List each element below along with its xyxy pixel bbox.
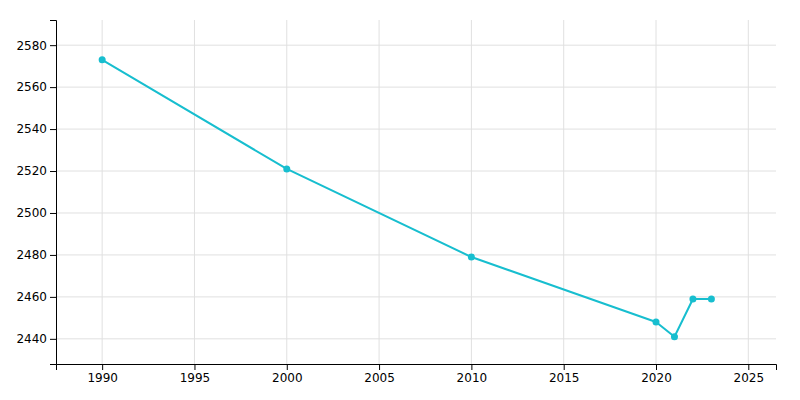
marker [708,295,715,302]
tick-label: 2520 [16,164,47,178]
plot: 1990 1995 2000 2005 2010 2015 2020 2025 2440 2460… [16,20,776,385]
tick: 2500 [16,206,56,220]
tick: 2000 [272,364,303,385]
y-axis: 2440 2460 2480 2500 2520 2540 2560 2580 [16,21,56,365]
x-axis: 1990 1995 2000 2005 2010 2015 2020 2025 [57,364,777,385]
grid-line-x [563,20,564,364]
tick-mark [748,364,749,370]
tick-mark [50,213,56,214]
marker [283,165,290,172]
grid-line-y [56,45,776,46]
grid-line-y [56,87,776,88]
tick-mark [471,364,472,370]
tick: 1990 [87,364,118,385]
tick: 2520 [16,164,56,178]
tick-mark [102,364,103,370]
tick-label: 1995 [180,371,211,385]
marks [99,56,715,340]
tick: 2460 [16,290,56,304]
tick-label: 2560 [16,80,47,94]
marker [689,295,696,302]
tick-mark [50,255,56,256]
tick: 2005 [364,364,395,385]
tick-label: 2000 [272,371,303,385]
tick: 2025 [734,364,765,385]
grid-line-x [656,20,657,364]
grid-line-y [56,212,776,213]
grid-line-y [56,338,776,339]
tick-label: 2500 [16,206,47,220]
tick-mark [50,45,56,46]
tick-label: 2440 [16,332,47,346]
tick-label: 2015 [549,371,580,385]
marker [468,254,475,261]
axis-line [57,365,777,371]
tick-mark [656,364,657,370]
tick: 2020 [641,364,672,385]
grid-line-x [379,20,380,364]
grid-line-x [286,20,287,364]
tick-label: 2005 [364,371,395,385]
tick-label: 2480 [16,248,47,262]
marker [653,319,660,326]
tick: 2015 [549,364,580,385]
marker [671,333,678,340]
tick-label: 2010 [457,371,488,385]
tick-label: 2460 [16,290,47,304]
tick-mark [564,364,565,370]
grid-line-y [56,254,776,255]
grid-line-x [102,20,103,364]
grid-line-x [748,20,749,364]
tick-mark [379,364,380,370]
tick-mark [194,364,195,370]
grid-line-y [56,296,776,297]
tick-mark [50,171,56,172]
tick: 2480 [16,248,56,262]
tick: 2580 [16,39,56,53]
tick-label: 1990 [87,371,118,385]
tick-label: 2580 [16,39,47,53]
tick-label: 2025 [734,371,765,385]
grid-line-x [471,20,472,364]
tick: 2540 [16,122,56,136]
grid [56,20,776,364]
marker [99,56,106,63]
tick-label: 2540 [16,122,47,136]
tick-mark [50,297,56,298]
grid-line-x [194,20,195,364]
tick: 2010 [457,364,488,385]
tick-mark [50,87,56,88]
line [102,60,711,337]
tick: 2440 [16,332,56,346]
tick-mark [50,339,56,340]
tick: 1995 [180,364,211,385]
tick-mark [50,129,56,130]
grid-line-y [56,129,776,130]
grid-line-y [56,171,776,172]
tick-label: 2020 [641,371,672,385]
chart: 1990 1995 2000 2005 2010 2015 2020 2025 2440 2460… [0,0,800,400]
tick: 2560 [16,80,56,94]
tick-mark [287,364,288,370]
axis-line [50,21,57,365]
